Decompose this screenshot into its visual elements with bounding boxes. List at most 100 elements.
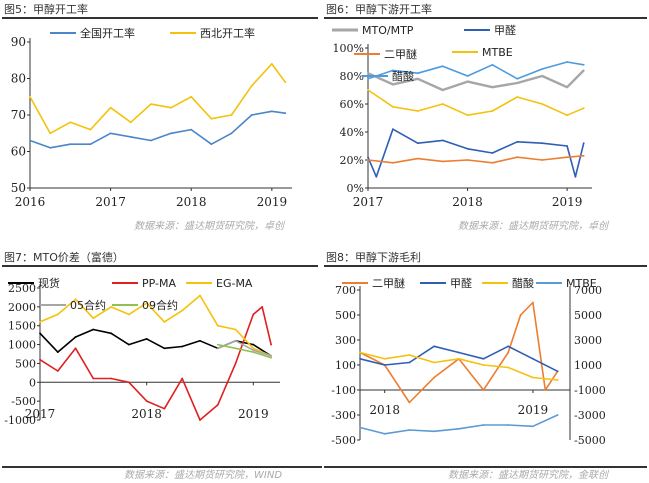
data-point [163, 407, 166, 410]
data-point [416, 77, 419, 80]
data-point [49, 146, 52, 149]
data-point [392, 69, 394, 72]
y-tick-label: 2000 [8, 301, 36, 314]
y-tick-label: 1500 [8, 320, 36, 333]
data-point [491, 110, 494, 112]
data-point [56, 370, 59, 372]
data-point [92, 328, 95, 331]
data-point [519, 314, 522, 316]
data-point [252, 343, 255, 346]
series-line [367, 155, 584, 164]
data-point [532, 301, 534, 304]
y-tick-label: 60 [11, 145, 26, 159]
data-point [210, 143, 213, 146]
data-point [392, 128, 394, 131]
data-point [441, 139, 444, 142]
y2-tick-label: -3000 [574, 409, 606, 422]
y-tick-label: -500 [331, 434, 356, 447]
data-point [109, 132, 112, 135]
data-point [216, 343, 219, 346]
panel-title: 图5：甲醇开工率 [4, 3, 88, 16]
y-tick-label: -1000 [4, 414, 36, 427]
data-point [252, 347, 255, 350]
series-line [367, 128, 585, 178]
legend-label: 醋酸 [512, 276, 534, 290]
data-point [199, 294, 201, 297]
data-point [408, 354, 411, 356]
data-point [190, 128, 193, 131]
data-point [181, 309, 184, 312]
data-point [566, 114, 568, 117]
x-tick-label: 2019 [518, 403, 549, 417]
data-point [39, 332, 41, 335]
x-tick-label: 2017 [353, 195, 384, 209]
y-tick-label: 80% [340, 70, 364, 83]
data-point [516, 96, 519, 98]
data-point [270, 63, 273, 65]
data-point [574, 175, 577, 178]
series-line [359, 414, 558, 435]
data-point [532, 425, 534, 428]
data-point [199, 339, 201, 342]
data-point [110, 332, 112, 335]
legend-label: 现货 [38, 276, 60, 290]
panel-bottom-right: 图8：甲醇下游毛利 -500 -300 -100 100 300 500 700 -5000-… [324, 248, 649, 483]
data-point [532, 357, 534, 360]
legend-label: MTO/MTP [362, 24, 414, 37]
data-point [199, 419, 201, 421]
series-line [29, 63, 286, 135]
title-divider [2, 17, 318, 19]
data-point [416, 157, 419, 160]
y2-tick-label: 1000 [574, 359, 602, 372]
data-point [170, 132, 173, 135]
y2-tick-label: 3000 [574, 334, 602, 347]
y-tick-label: 500 [15, 357, 36, 370]
data-point [252, 351, 255, 353]
data-point [69, 143, 72, 146]
data-point [556, 370, 559, 373]
title-divider [324, 17, 647, 19]
y-tick-label: 2500 [8, 282, 36, 295]
data-point [110, 377, 112, 380]
data-point [284, 112, 287, 115]
data-point [541, 142, 544, 145]
data-point [441, 65, 444, 68]
data-point [74, 347, 77, 350]
series-line [217, 343, 272, 359]
data-point [210, 117, 213, 120]
data-point [234, 347, 237, 350]
panel-bottom-left: 图7：MTO价差（富德） -1000 -500 0 500 1000 1500 2000 25… [0, 248, 322, 483]
legend-label: 05合约 [70, 298, 106, 312]
data-point [250, 114, 253, 116]
panel-title: 图7：MTO价差（富德） [4, 251, 124, 264]
data-point [270, 343, 272, 346]
data-point [234, 328, 237, 331]
y-tick-label: 300 [335, 334, 356, 347]
data-point [491, 63, 494, 66]
x-tick-label: 2018 [369, 403, 400, 417]
data-point [230, 132, 233, 135]
legend-label: 二甲醚 [384, 47, 417, 61]
data-point [582, 63, 585, 66]
y-tick-label: -100 [331, 384, 356, 397]
data-point [566, 145, 568, 147]
legend-label: MTBE [566, 277, 597, 290]
data-point [482, 389, 485, 391]
data-point [441, 160, 444, 163]
chart-methanol-operating-rate: 50 60 70 80 90 2016 2017 2018 2019 全国开工率 西北开工率 [11, 26, 292, 209]
data-point [457, 357, 460, 360]
legend-label: 西北开工率 [200, 26, 255, 40]
data-point [516, 82, 519, 84]
data-point [383, 364, 386, 366]
data-point [56, 351, 59, 353]
data-point [170, 106, 173, 109]
legend-label: EG-MA [216, 277, 253, 290]
data-point [556, 414, 559, 416]
y-tick-label: 80 [11, 72, 26, 86]
x-tick-label: 2018 [176, 195, 207, 209]
y-tick-label: 100 [335, 359, 356, 372]
data-point [416, 72, 419, 75]
data-point [92, 317, 95, 320]
data-point [69, 121, 72, 124]
data-point [466, 80, 469, 83]
